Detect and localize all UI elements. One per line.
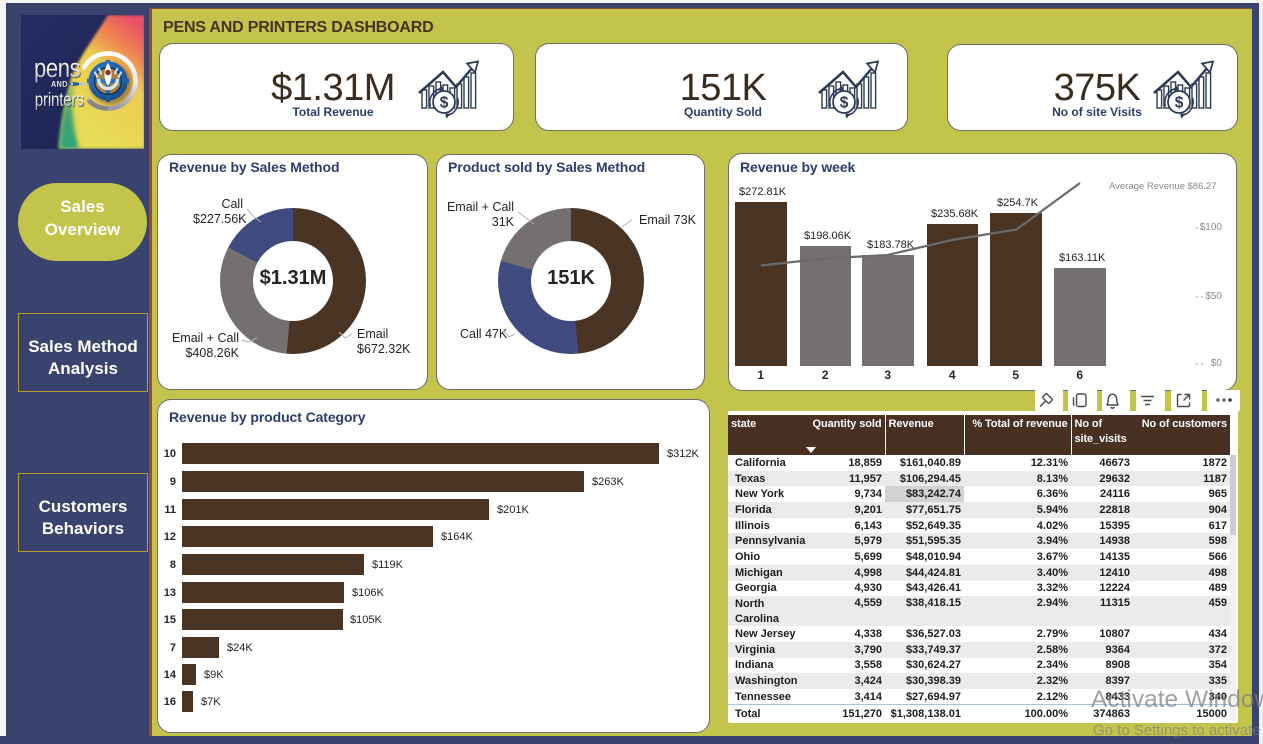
svg-text:AND: AND	[51, 79, 68, 89]
svg-text:printers: printers	[35, 88, 84, 110]
svg-text:printers: printers	[36, 89, 85, 111]
svg-text:pens: pens	[35, 55, 82, 84]
svg-text:AND: AND	[52, 80, 69, 90]
svg-text:pens: pens	[34, 54, 81, 83]
